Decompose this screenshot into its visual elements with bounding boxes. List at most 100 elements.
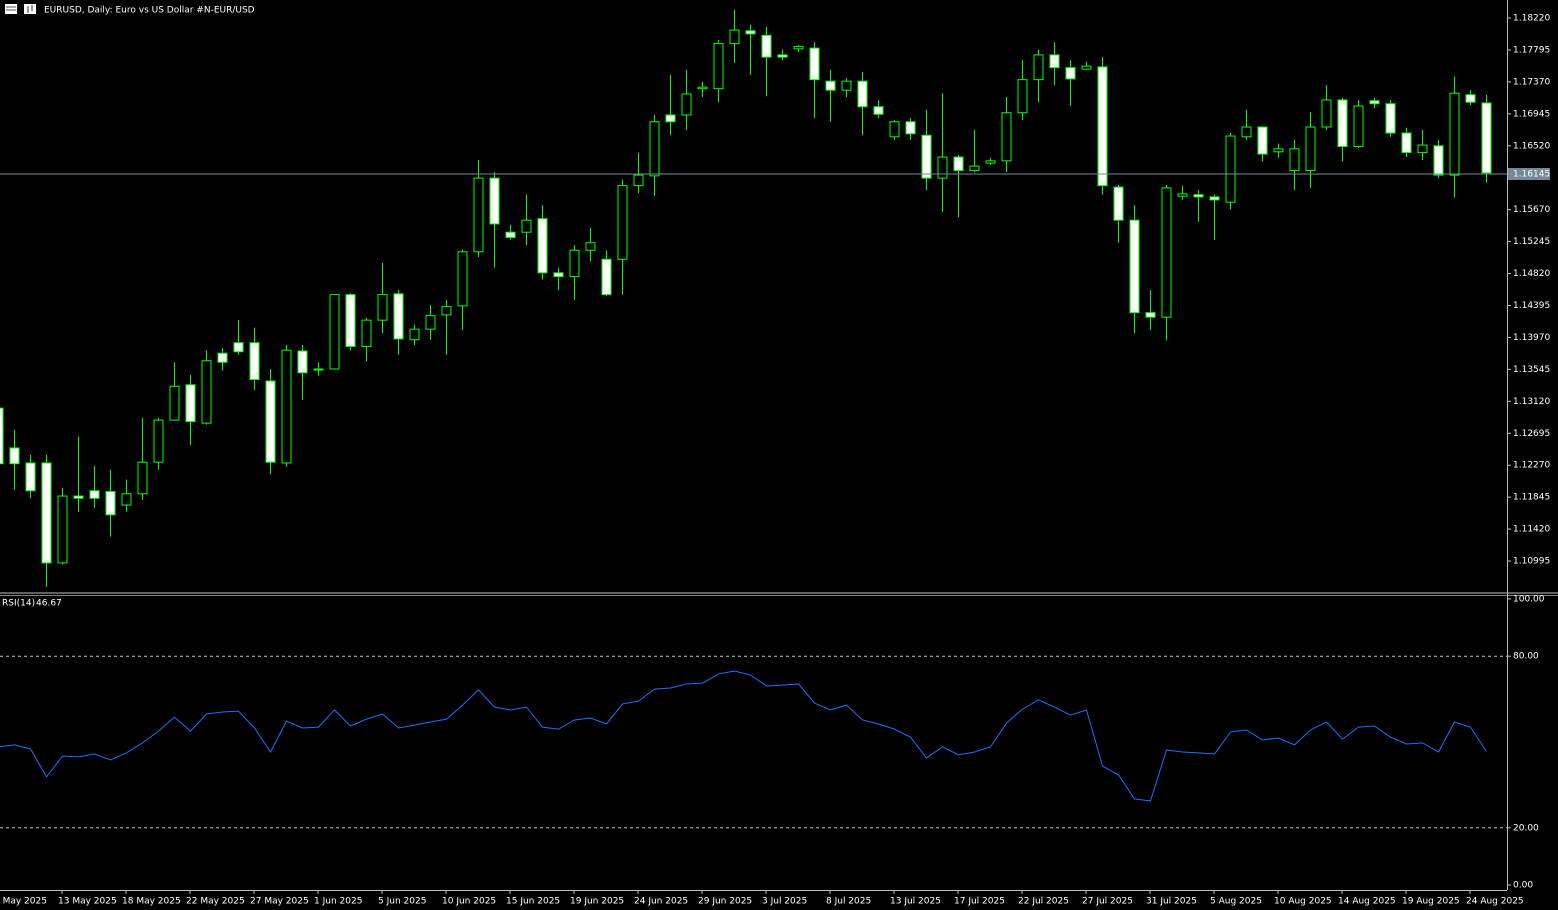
candle-body [1417,144,1428,154]
x-tick-label: 24 Aug 2025 [1466,897,1524,907]
y-tick-label: 1.11845 [1513,493,1550,503]
x-tick-label: 3 Jul 2025 [762,897,807,907]
candle-body [457,251,468,307]
candle-body [1305,126,1316,172]
y-tick-label: 1.17370 [1513,77,1550,87]
y-tick-label: 1.12695 [1513,429,1550,439]
candle-body [1433,145,1444,176]
candle-body [937,156,948,179]
candle-body [1097,66,1108,187]
candle-body [569,249,580,278]
candle-body [1353,105,1364,148]
candle-body [1385,103,1396,134]
y-tick-label: 1.14820 [1513,269,1550,279]
candle-body [777,54,788,58]
candle-body [825,80,836,91]
icon-chart [24,4,36,14]
x-tick-label: 10 Aug 2025 [1274,897,1332,907]
y-tick-label: 1.12270 [1513,461,1550,471]
candle-body [313,368,324,371]
candle-body [41,462,52,564]
candle-body [409,328,420,341]
y-tick-label: 1.11420 [1513,525,1550,535]
x-tick-label: 22 May 2025 [186,897,245,907]
y-tick-label: 1.15670 [1513,205,1550,215]
x-tick-label: 29 Jun 2025 [698,897,752,907]
y-tick-label: 100.00 [1513,595,1545,605]
candle-body [121,493,132,506]
candle-body [105,491,116,516]
y-tick-label: 80.00 [1513,652,1539,662]
candle-body [601,258,612,296]
candle-body [521,219,532,233]
candle-body [537,218,548,274]
indicator-label: RSI(14) [2,599,35,609]
candle-body [329,294,340,370]
candle-body [809,47,820,81]
y-tick-label: 1.10995 [1513,557,1550,567]
candle-body [1465,94,1476,103]
candle-body [0,407,4,465]
candle-body [1225,135,1236,203]
candle-body [1065,67,1076,80]
candle-body [745,30,756,35]
candle-body [1145,312,1156,318]
rsi-line [0,670,1487,802]
candle-body [761,34,772,58]
current-price-box [1508,167,1550,180]
candle-body [585,242,596,251]
candle-body [201,360,212,424]
candle-body [1321,99,1332,128]
candle-body [297,350,308,374]
candle-body [1017,79,1028,114]
candle-body [1129,219,1140,314]
candle-body [265,380,276,463]
candle-body [9,447,20,465]
candle-body [441,306,452,316]
candle-body [505,231,516,238]
candle-body [1193,194,1204,198]
candle-body [857,80,868,108]
candle-body [1369,100,1380,105]
candle-body [1401,132,1412,154]
candle-body [649,121,660,177]
candle-body [345,294,356,347]
x-tick-label: 19 Aug 2025 [1402,897,1460,907]
x-tick-label: 18 May 2025 [122,897,181,907]
candle-body [281,349,292,464]
candle-body [185,384,196,423]
y-tick-label: 20.00 [1513,823,1539,833]
x-tick-label: 8 May 2025 [0,897,47,907]
candle-body [425,315,436,330]
x-tick-label: 31 Jul 2025 [1146,897,1197,907]
x-tick-label: 15 Jun 2025 [506,897,560,907]
candle-body [841,80,852,91]
candle-body [25,462,36,492]
candle-body [697,86,708,90]
candle-body [921,134,932,179]
candle-body [1289,148,1300,172]
candle-body [1273,148,1284,153]
icon-window [5,4,17,14]
x-tick-label: 24 Jun 2025 [634,897,688,907]
candle-body [89,490,100,499]
y-tick-label: 1.13970 [1513,333,1550,343]
candle-body [377,294,388,321]
candle-body [233,342,244,353]
y-tick-label: 1.13545 [1513,365,1550,375]
y-tick-label: 1.16520 [1513,141,1550,151]
y-tick-label: 1.17795 [1513,45,1550,55]
candle-body [1161,187,1172,318]
candle-body [1113,186,1124,221]
candle-body [793,46,804,50]
chart-title: EURUSD, Daily: Euro vs US Dollar #N-EUR/… [44,6,255,16]
candle-body [633,174,644,187]
x-tick-label: 5 Aug 2025 [1210,897,1262,907]
title-icons [5,4,36,14]
candle-body [665,114,676,123]
candle-body [969,165,980,172]
y-tick-label: 1.18220 [1513,14,1550,24]
candle-body [985,160,996,164]
candle-body [361,319,372,347]
